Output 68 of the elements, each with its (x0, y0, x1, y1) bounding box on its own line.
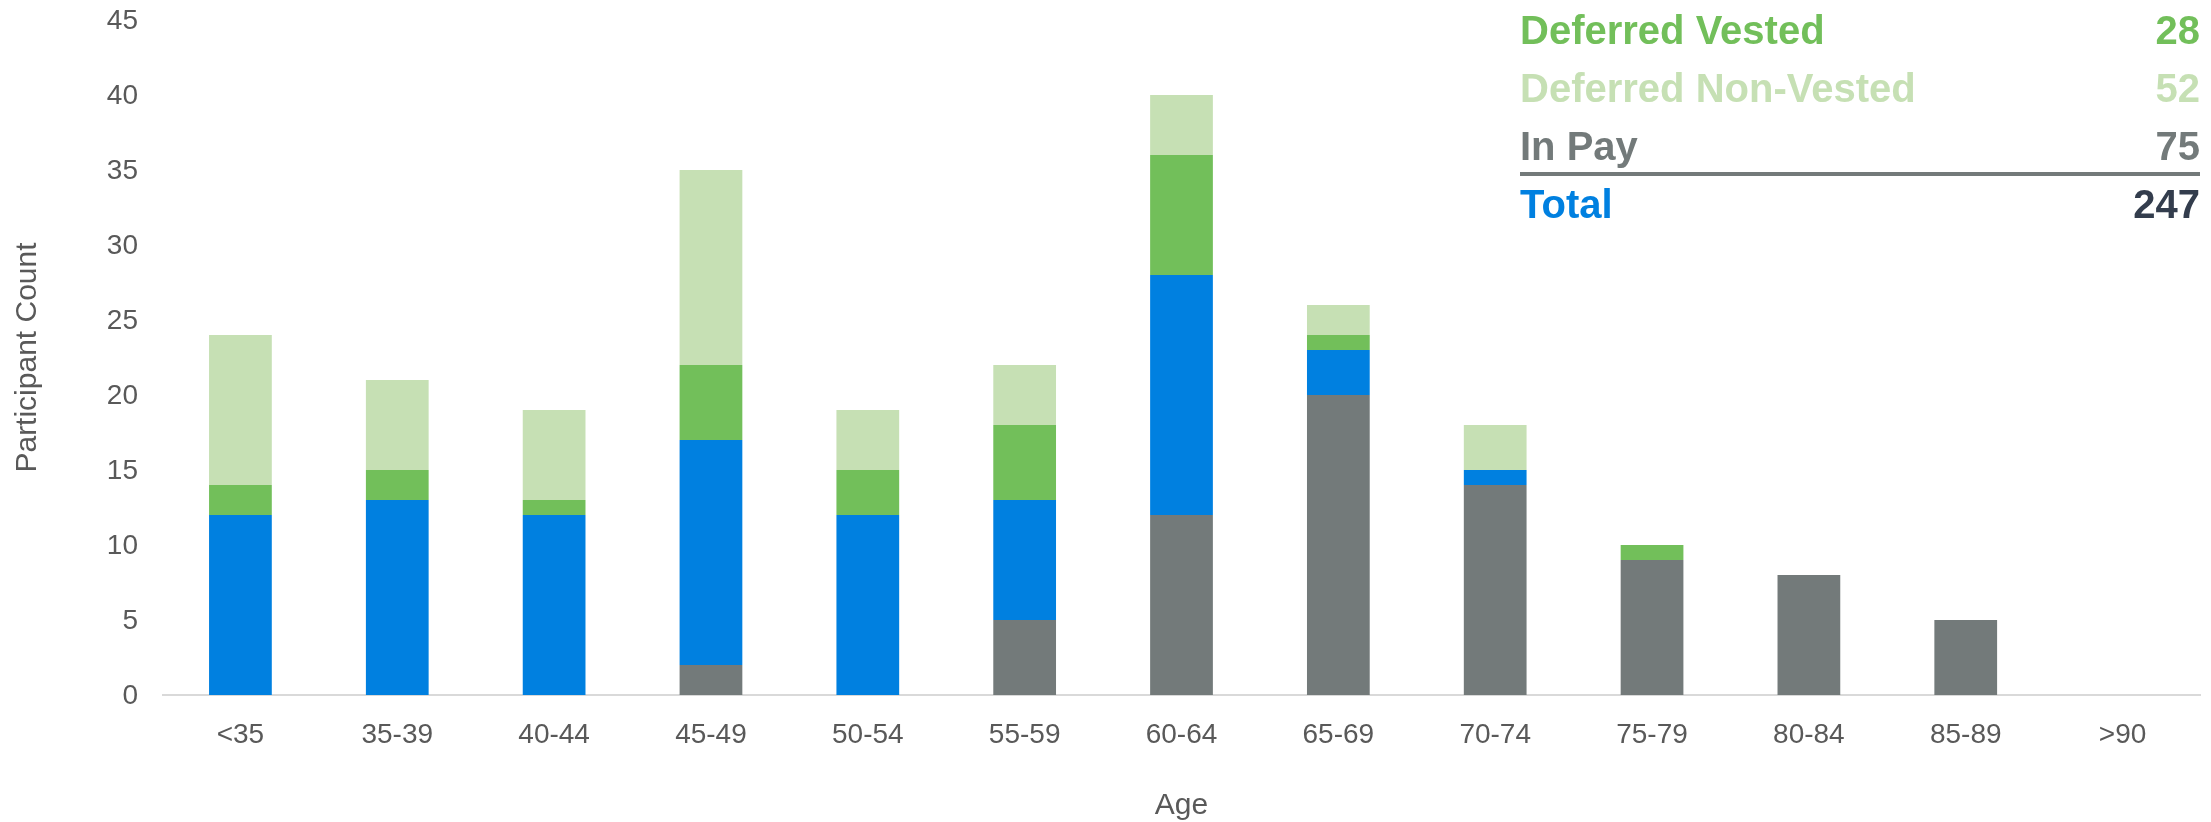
bar (993, 500, 1057, 620)
bar (1150, 275, 1213, 515)
y-tick-label: 45 (106, 4, 138, 36)
bar (679, 365, 743, 440)
x-tick-label: >90 (2098, 717, 2147, 749)
annotation: 75 (2155, 124, 2200, 168)
x-tick-label: 50-54 (832, 717, 904, 749)
bar (836, 410, 900, 470)
bar (1306, 350, 1370, 395)
x-tick-label: 60-64 (1145, 717, 1218, 749)
bar (522, 500, 586, 515)
bar (1306, 395, 1370, 695)
y-tick-label: 40 (106, 79, 138, 111)
bar (836, 515, 900, 695)
annotation: 247 (2133, 182, 2200, 226)
bar (993, 425, 1057, 500)
bar (679, 440, 743, 665)
x-tick-label: <35 (216, 717, 265, 749)
y-tick-label: 0 (122, 679, 138, 711)
y-tick-label: 30 (106, 229, 138, 261)
bar (1934, 620, 1998, 695)
bar (1620, 560, 1684, 695)
bar (522, 515, 586, 695)
x-tick-label: 40-44 (518, 717, 590, 749)
bar (209, 335, 272, 485)
bar (1306, 305, 1370, 335)
text: In Pay (1520, 124, 1639, 168)
bar (1463, 425, 1527, 470)
y-tick-label: 25 (106, 304, 138, 336)
x-axis-title: Age (1154, 787, 1209, 820)
x-tick-label: 45-49 (675, 717, 747, 749)
bar (836, 470, 900, 515)
bar (1306, 335, 1370, 350)
x-tick-label: 85-89 (1929, 717, 2002, 749)
bar (993, 365, 1057, 425)
y-tick-label: 15 (106, 454, 138, 486)
y-tick-label: 20 (106, 379, 138, 411)
x-tick-label: 75-79 (1616, 717, 1688, 749)
bar (365, 380, 429, 470)
x-tick-label: 80-84 (1773, 717, 1845, 749)
y-axis-title: Participant Count (9, 241, 42, 473)
annotation: 28 (2155, 8, 2200, 52)
bar (1150, 95, 1213, 155)
bar (1777, 575, 1841, 695)
bar (1150, 515, 1213, 695)
annotation: Total (1520, 182, 1613, 226)
x-tick-label: 35-39 (361, 717, 434, 749)
y-tick-label: 10 (106, 529, 138, 561)
bar (1463, 470, 1527, 485)
bar (993, 620, 1057, 695)
bar (522, 410, 586, 500)
bar (679, 665, 743, 695)
annotation: 52 (2155, 66, 2200, 110)
text: Deferred Non-Vested (1520, 66, 1916, 110)
x-tick-label: 55-59 (988, 717, 1061, 749)
text: Deferred Vested (1520, 8, 1825, 52)
bar (1620, 545, 1684, 560)
bar (365, 500, 429, 695)
bar (365, 470, 429, 500)
y-tick-label: 35 (106, 154, 138, 186)
y-tick-label: 5 (122, 604, 138, 636)
bar (679, 170, 743, 365)
bar (1463, 485, 1527, 695)
bar (209, 515, 272, 695)
x-tick-label: 70-74 (1459, 717, 1531, 749)
bar (209, 485, 272, 515)
x-tick-label: 65-69 (1302, 717, 1375, 749)
bar (1150, 155, 1213, 275)
